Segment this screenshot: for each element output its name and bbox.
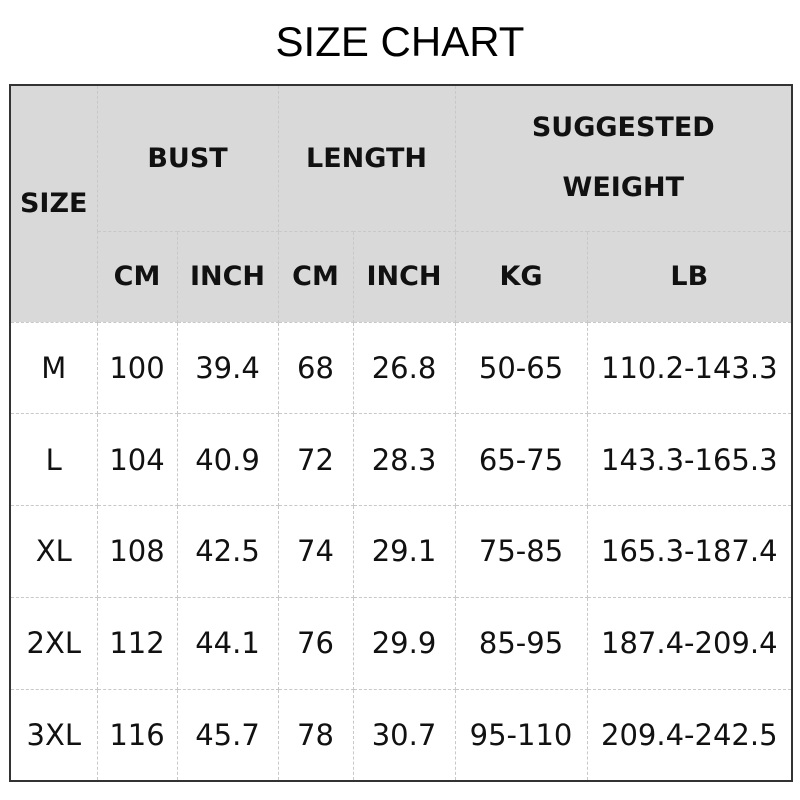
table-row: L 104 40.9 72 28.3 65-75 143.3-165.3	[9, 413, 793, 507]
cell-weight-kg: 50-65	[454, 321, 588, 415]
cell-bust-cm: 112	[96, 596, 178, 690]
cell-length-cm: 78	[277, 688, 354, 782]
cell-weight-lb: 209.4-242.5	[586, 688, 793, 782]
cell-size: 3XL	[9, 688, 98, 782]
cell-weight-kg: 85-95	[454, 596, 588, 690]
cell-weight-lb: 143.3-165.3	[586, 413, 793, 507]
cell-bust-cm: 104	[96, 413, 178, 507]
cell-bust-inch: 42.5	[176, 505, 279, 598]
cell-length-inch: 30.7	[352, 688, 456, 782]
cell-length-inch: 28.3	[352, 413, 456, 507]
header-weight-line2: WEIGHT	[562, 172, 684, 204]
cell-length-cm: 68	[277, 321, 354, 415]
cell-weight-kg: 95-110	[454, 688, 588, 782]
cell-bust-inch: 45.7	[176, 688, 279, 782]
table-row: M 100 39.4 68 26.8 50-65 110.2-143.3	[9, 321, 793, 415]
size-chart-table: SIZE BUST LENGTH SUGGESTED WEIGHT CM INC…	[9, 84, 794, 782]
cell-weight-lb: 110.2-143.3	[586, 321, 793, 415]
header-weight-line1: SUGGESTED	[531, 112, 715, 144]
cell-length-inch: 26.8	[352, 321, 456, 415]
cell-bust-inch: 44.1	[176, 596, 279, 690]
cell-size: XL	[9, 505, 98, 598]
cell-bust-cm: 116	[96, 688, 178, 782]
header-row: SIZE BUST LENGTH SUGGESTED WEIGHT	[9, 84, 793, 323]
subheader-bust-inch: INCH	[176, 230, 279, 323]
cell-weight-kg: 65-75	[454, 413, 588, 507]
cell-length-cm: 72	[277, 413, 354, 507]
cell-size: M	[9, 321, 98, 415]
table-row: 2XL 112 44.1 76 29.9 85-95 187.4-209.4	[9, 596, 793, 690]
subheader-row: CM INCH CM INCH KG LB	[10, 230, 793, 323]
cell-size: 2XL	[9, 596, 98, 690]
cell-weight-lb: 187.4-209.4	[586, 596, 793, 690]
cell-bust-inch: 40.9	[176, 413, 279, 507]
cell-bust-cm: 108	[96, 505, 178, 598]
cell-bust-cm: 100	[96, 321, 178, 415]
cell-length-inch: 29.9	[352, 596, 456, 690]
subheader-length-inch: INCH	[352, 230, 456, 323]
table-row: 3XL 116 45.7 78 30.7 95-110 209.4-242.5	[9, 688, 793, 782]
subheader-length-cm: CM	[277, 230, 354, 323]
header-size: SIZE	[9, 84, 98, 323]
header-bust: BUST	[96, 84, 279, 232]
cell-bust-inch: 39.4	[176, 321, 279, 415]
cell-length-inch: 29.1	[352, 505, 456, 598]
table-row: XL 108 42.5 74 29.1 75-85 165.3-187.4	[9, 505, 793, 598]
cell-size: L	[9, 413, 98, 507]
cell-weight-kg: 75-85	[454, 505, 588, 598]
subheader-bust-cm: CM	[96, 230, 178, 323]
cell-length-cm: 74	[277, 505, 354, 598]
header-length: LENGTH	[277, 84, 456, 232]
page-title: SIZE CHART	[275, 18, 525, 65]
subheader-weight-kg: KG	[454, 230, 588, 323]
cell-weight-lb: 165.3-187.4	[586, 505, 793, 598]
header-suggested-weight: SUGGESTED WEIGHT	[454, 84, 793, 232]
subheader-weight-lb: LB	[586, 230, 793, 323]
cell-length-cm: 76	[277, 596, 354, 690]
